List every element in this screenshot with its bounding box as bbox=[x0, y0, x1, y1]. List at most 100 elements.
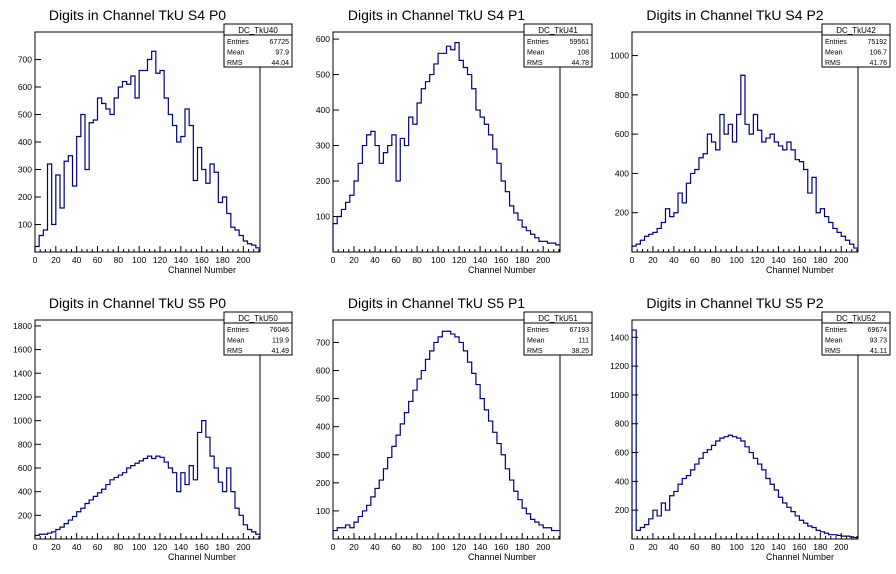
stats-key: Mean bbox=[527, 338, 545, 345]
histogram-series bbox=[34, 420, 260, 539]
y-tick-label: 400 bbox=[18, 137, 32, 147]
x-tick-label: 200 bbox=[536, 255, 550, 265]
x-tick-label: 200 bbox=[834, 542, 848, 552]
y-tick-label: 800 bbox=[18, 439, 32, 449]
stats-key: RMS bbox=[227, 348, 243, 355]
stats-value: 59561 bbox=[570, 39, 590, 46]
stats-value: 119.9 bbox=[272, 338, 289, 345]
x-tick-label: 40 bbox=[370, 542, 380, 552]
y-tick-label: 600 bbox=[615, 448, 629, 458]
y-tick-label: 400 bbox=[615, 476, 629, 486]
x-tick-label: 20 bbox=[51, 542, 61, 552]
y-tick-label: 200 bbox=[18, 192, 32, 202]
x-axis-label: Channel Number bbox=[468, 265, 536, 275]
y-tick-label: 1000 bbox=[13, 416, 32, 426]
x-tick-label: 20 bbox=[648, 542, 658, 552]
chart-title: Digits in Channel TkU S4 P1 bbox=[348, 7, 525, 23]
stats-name: DC_TkU40 bbox=[238, 26, 278, 35]
stats-key: Mean bbox=[825, 50, 843, 57]
x-tick-label: 20 bbox=[349, 542, 359, 552]
y-tick-label: 400 bbox=[316, 422, 330, 432]
x-tick-label: 140 bbox=[174, 255, 188, 265]
x-tick-label: 200 bbox=[834, 255, 848, 265]
stats-key: RMS bbox=[527, 348, 543, 355]
x-axis-label: Channel Number bbox=[766, 265, 834, 275]
y-tick-label: 400 bbox=[316, 105, 330, 115]
x-tick-label: 80 bbox=[711, 255, 721, 265]
x-tick-label: 0 bbox=[630, 542, 635, 552]
stats-box bbox=[821, 23, 891, 68]
y-tick-label: 200 bbox=[615, 505, 629, 515]
x-tick-label: 160 bbox=[792, 255, 806, 265]
y-tick-label: 1000 bbox=[610, 51, 629, 61]
stats-value: 69674 bbox=[868, 327, 888, 334]
x-tick-label: 180 bbox=[215, 542, 229, 552]
x-tick-label: 120 bbox=[750, 255, 764, 265]
x-tick-label: 120 bbox=[452, 542, 466, 552]
stats-name: DC_TkU50 bbox=[238, 314, 278, 323]
y-tick-label: 100 bbox=[316, 506, 330, 516]
x-tick-label: 180 bbox=[515, 255, 529, 265]
x-tick-label: 60 bbox=[690, 542, 700, 552]
stats-value: 41.11 bbox=[870, 348, 887, 355]
chart-title: Digits in Channel TkU S5 P1 bbox=[348, 295, 525, 311]
stats-key: RMS bbox=[227, 60, 243, 67]
stats-value: 106.7 bbox=[869, 50, 887, 57]
y-tick-label: 100 bbox=[316, 212, 330, 222]
x-tick-label: 160 bbox=[494, 542, 508, 552]
y-tick-label: 1200 bbox=[610, 361, 629, 371]
x-tick-label: 40 bbox=[370, 255, 380, 265]
stats-value: 93.73 bbox=[869, 338, 887, 345]
stats-box bbox=[821, 311, 891, 356]
stats-key: Entries bbox=[227, 327, 249, 334]
histogram-series bbox=[34, 50, 260, 252]
stats-name: DC_TkU42 bbox=[836, 26, 876, 35]
stats-box bbox=[223, 311, 293, 356]
stats-value: 38.25 bbox=[571, 348, 589, 355]
chart-panel-2: Digits in Channel TkU S4 P1 0 20 40 60 80 100 1… bbox=[316, 7, 593, 275]
y-tick-label: 200 bbox=[615, 208, 629, 218]
x-tick-label: 180 bbox=[215, 255, 229, 265]
x-tick-label: 0 bbox=[331, 542, 336, 552]
y-tick-label: 600 bbox=[18, 82, 32, 92]
x-tick-label: 160 bbox=[792, 542, 806, 552]
x-tick-label: 100 bbox=[431, 542, 445, 552]
plot-frame bbox=[631, 31, 859, 253]
stats-name: DC_TkU51 bbox=[538, 314, 578, 323]
x-tick-label: 100 bbox=[132, 542, 146, 552]
x-tick-label: 40 bbox=[72, 255, 82, 265]
x-tick-label: 120 bbox=[153, 255, 167, 265]
y-tick-label: 400 bbox=[18, 487, 32, 497]
x-axis-label: Channel Number bbox=[766, 552, 834, 562]
x-tick-label: 20 bbox=[51, 255, 61, 265]
chart-panel-1: Digits in Channel TkU S4 P0 0 20 40 60 80 100 1… bbox=[18, 7, 293, 275]
stats-name: DC_TkU52 bbox=[836, 314, 876, 323]
stats-value: 41.49 bbox=[271, 348, 289, 355]
stats-value: 67725 bbox=[270, 39, 290, 46]
stats-key: RMS bbox=[825, 348, 841, 355]
x-tick-label: 200 bbox=[236, 255, 250, 265]
x-tick-label: 80 bbox=[114, 542, 124, 552]
x-tick-label: 40 bbox=[669, 255, 679, 265]
stats-value: 97.9 bbox=[275, 50, 289, 57]
y-tick-label: 800 bbox=[615, 90, 629, 100]
y-tick-label: 1800 bbox=[13, 321, 32, 331]
stats-value: 111 bbox=[578, 338, 589, 345]
x-axis-label: Channel Number bbox=[168, 552, 236, 562]
x-tick-label: 100 bbox=[431, 255, 445, 265]
x-tick-label: 140 bbox=[771, 542, 785, 552]
x-tick-label: 200 bbox=[536, 542, 550, 552]
stats-key: Mean bbox=[825, 338, 843, 345]
x-tick-label: 20 bbox=[648, 255, 658, 265]
y-tick-label: 500 bbox=[316, 70, 330, 80]
y-tick-label: 100 bbox=[18, 220, 32, 230]
y-tick-label: 200 bbox=[316, 176, 330, 186]
x-tick-label: 180 bbox=[813, 255, 827, 265]
stats-box bbox=[523, 311, 593, 356]
x-tick-label: 140 bbox=[771, 255, 785, 265]
x-tick-label: 80 bbox=[711, 542, 721, 552]
x-tick-label: 0 bbox=[33, 255, 38, 265]
stats-key: Entries bbox=[825, 39, 847, 46]
y-tick-label: 700 bbox=[18, 55, 32, 65]
x-axis-label: Channel Number bbox=[168, 265, 236, 275]
